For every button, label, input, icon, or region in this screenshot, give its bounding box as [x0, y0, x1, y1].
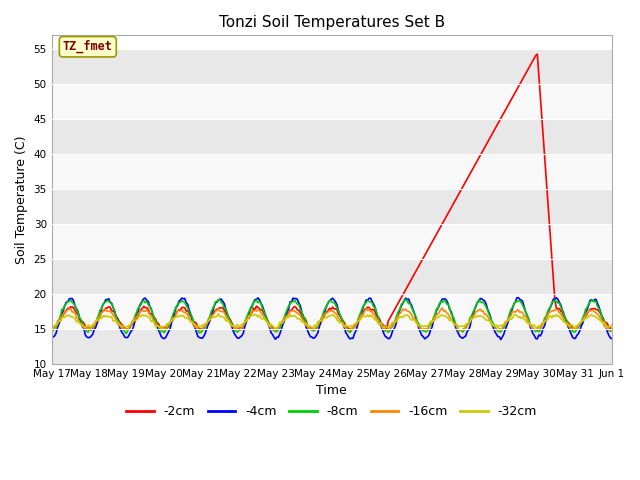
-4cm: [608, 336, 616, 342]
-4cm: [447, 308, 455, 314]
-2cm: [532, 52, 540, 58]
-2cm: [534, 51, 541, 57]
-32cm: [534, 324, 541, 330]
Title: Tonzi Soil Temperatures Set B: Tonzi Soil Temperatures Set B: [219, 15, 445, 30]
-8cm: [122, 331, 130, 336]
-16cm: [345, 328, 353, 334]
-16cm: [336, 317, 344, 323]
Bar: [52, 329, 612, 364]
-8cm: [402, 297, 410, 302]
Bar: [52, 84, 612, 119]
Bar: [52, 119, 612, 154]
-32cm: [450, 322, 458, 327]
-2cm: [84, 325, 92, 331]
-16cm: [84, 325, 92, 331]
Bar: [52, 224, 612, 259]
-8cm: [608, 326, 616, 332]
Legend: -2cm, -4cm, -8cm, -16cm, -32cm: -2cm, -4cm, -8cm, -16cm, -32cm: [122, 400, 542, 423]
Line: -16cm: -16cm: [52, 308, 612, 331]
Bar: [52, 294, 612, 329]
-8cm: [534, 327, 541, 333]
-16cm: [534, 326, 541, 332]
-32cm: [339, 321, 347, 327]
Bar: [52, 49, 612, 84]
-4cm: [67, 296, 74, 301]
-32cm: [608, 322, 616, 328]
-4cm: [515, 295, 522, 300]
-16cm: [450, 321, 458, 327]
-16cm: [438, 305, 446, 311]
-32cm: [271, 326, 279, 332]
-32cm: [67, 314, 74, 320]
Bar: [52, 154, 612, 189]
-16cm: [608, 326, 616, 332]
-2cm: [271, 327, 279, 333]
-32cm: [84, 322, 92, 328]
-2cm: [608, 327, 616, 333]
Line: -4cm: -4cm: [52, 298, 612, 339]
-4cm: [534, 336, 541, 342]
Bar: [52, 189, 612, 224]
-2cm: [48, 325, 56, 331]
-4cm: [607, 335, 614, 341]
-16cm: [48, 327, 56, 333]
Line: -32cm: -32cm: [52, 314, 612, 329]
-4cm: [48, 335, 56, 341]
Bar: [52, 259, 612, 294]
-2cm: [337, 315, 345, 321]
-2cm: [607, 325, 614, 331]
-16cm: [607, 327, 614, 333]
X-axis label: Time: Time: [316, 384, 347, 397]
-4cm: [497, 336, 504, 342]
-2cm: [67, 304, 74, 310]
Line: -8cm: -8cm: [52, 300, 612, 334]
-4cm: [336, 312, 344, 318]
Y-axis label: Soil Temperature (C): Soil Temperature (C): [15, 135, 28, 264]
Text: TZ_fmet: TZ_fmet: [63, 40, 113, 53]
-32cm: [214, 311, 222, 317]
-8cm: [607, 328, 614, 334]
-32cm: [607, 324, 614, 329]
-8cm: [337, 315, 345, 321]
-8cm: [450, 316, 458, 322]
-8cm: [84, 329, 92, 335]
-16cm: [67, 306, 74, 312]
-32cm: [48, 324, 56, 329]
-2cm: [449, 203, 456, 208]
-8cm: [48, 327, 56, 333]
Line: -2cm: -2cm: [52, 54, 612, 330]
-8cm: [67, 297, 74, 303]
-4cm: [84, 335, 92, 340]
